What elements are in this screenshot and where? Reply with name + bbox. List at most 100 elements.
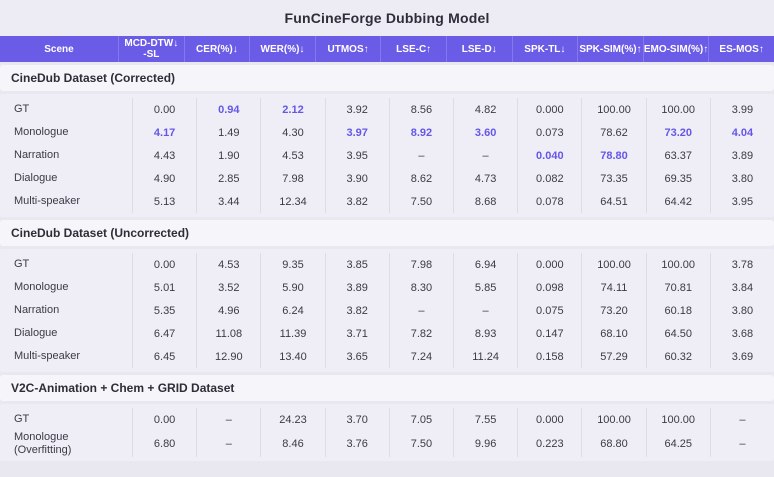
- value-cell: 3.84: [709, 276, 774, 299]
- scene-cell: GT: [14, 413, 30, 425]
- scene-cell: Monologue (Overfitting): [14, 431, 72, 456]
- value-cell: 3.89: [709, 144, 774, 167]
- value-cell: 0.073: [517, 121, 581, 144]
- value-cell: –: [196, 408, 260, 431]
- value-cell: 64.25: [645, 431, 710, 457]
- value-cell: 0.147: [517, 322, 581, 345]
- value-cell: 11.08: [196, 322, 260, 345]
- value-cell: 3.97: [324, 121, 389, 144]
- value-cell: 8.30: [388, 276, 453, 299]
- value-cell: 4.53: [260, 144, 324, 167]
- value-cell: 1.49: [196, 121, 260, 144]
- value-cell: 7.05: [388, 408, 453, 431]
- table-row: GT 0.00 0.94 2.12 3.92 8.56 4.82 0.000 100.00 100…: [0, 98, 774, 121]
- column-header-scene: Scene: [44, 43, 74, 55]
- value-cell: 5.13: [132, 190, 196, 213]
- table-row: GT 0.00 4.53 9.35 3.85 7.98 6.94 0.000 100.00 100…: [0, 253, 774, 276]
- value-cell: 3.82: [324, 190, 389, 213]
- table-row: Narration 4.43 1.90 4.53 3.95– –0.040 78.80 63.…: [0, 144, 774, 167]
- value-cell: 2.12: [260, 98, 324, 121]
- value-cell: –: [453, 144, 517, 167]
- value-cell: 70.81: [645, 276, 710, 299]
- value-cell: 2.85: [196, 167, 260, 190]
- value-cell: 3.95: [324, 144, 389, 167]
- value-cell: 11.24: [453, 345, 517, 368]
- value-cell: 8.56: [388, 98, 453, 121]
- value-cell: 63.37: [645, 144, 710, 167]
- scene-cell: Monologue: [14, 281, 69, 293]
- value-cell: 0.078: [517, 190, 581, 213]
- value-cell: 0.082: [517, 167, 581, 190]
- value-cell: 3.90: [324, 167, 389, 190]
- column-header-emo-sim: EMO-SIM(%)↑: [642, 36, 709, 62]
- scene-cell: Narration: [14, 149, 60, 161]
- value-cell: 3.76: [324, 431, 389, 457]
- value-cell: 73.35: [581, 167, 645, 190]
- value-cell: 7.98: [388, 253, 453, 276]
- section-rows: GT 0.00 4.53 9.35 3.85 7.98 6.94 0.000 100.00 100…: [0, 249, 774, 372]
- table-row: GT 0.00–24.23 3.70 7.05 7.55 0.000 100.00 100.0…: [0, 408, 774, 431]
- value-cell: 7.50: [388, 190, 453, 213]
- value-cell: 68.10: [581, 322, 645, 345]
- value-cell: 7.55: [453, 408, 517, 431]
- scene-cell: Multi-speaker: [14, 195, 81, 207]
- value-cell: 8.93: [453, 322, 517, 345]
- value-cell: 5.35: [132, 299, 196, 322]
- value-cell: 7.50: [388, 431, 453, 457]
- column-header-cer: CER(%)↓: [183, 36, 250, 62]
- value-cell: 5.01: [132, 276, 196, 299]
- value-cell: 3.68: [709, 322, 774, 345]
- value-cell: 0.000: [517, 98, 581, 121]
- scene-cell: Multi-speaker: [14, 350, 81, 362]
- value-cell: –: [388, 144, 453, 167]
- scene-cell: Monologue: [14, 126, 69, 138]
- value-cell: 100.00: [645, 98, 710, 121]
- value-cell: –: [709, 431, 774, 457]
- value-cell: 100.00: [581, 98, 645, 121]
- value-cell: 3.69: [709, 345, 774, 368]
- value-cell: 4.96: [196, 299, 260, 322]
- value-cell: 3.95: [709, 190, 774, 213]
- value-cell: –: [388, 299, 453, 322]
- value-cell: 3.60: [453, 121, 517, 144]
- value-cell: 64.50: [645, 322, 710, 345]
- value-cell: 4.53: [196, 253, 260, 276]
- value-cell: 3.65: [324, 345, 389, 368]
- table-row: Monologue (Overfitting) 6.80–8.46 3.76 7.50…: [0, 431, 774, 457]
- column-header-wer: WER(%)↓: [249, 36, 315, 62]
- table-sections: CineDub Dataset (Corrected) GT 0.00 0.94 2.1…: [0, 62, 774, 461]
- value-cell: 7.82: [388, 322, 453, 345]
- value-cell: 0.000: [517, 408, 581, 431]
- value-cell: 69.35: [645, 167, 710, 190]
- value-cell: 8.46: [260, 431, 324, 457]
- value-cell: 3.82: [324, 299, 389, 322]
- value-cell: 3.89: [324, 276, 389, 299]
- value-cell: 0.098: [517, 276, 581, 299]
- value-cell: 3.85: [324, 253, 389, 276]
- value-cell: 11.39: [260, 322, 324, 345]
- value-cell: 24.23: [260, 408, 324, 431]
- section-rows: GT 0.00 0.94 2.12 3.92 8.56 4.82 0.000 100.00 100…: [0, 94, 774, 217]
- value-cell: 13.40: [260, 345, 324, 368]
- column-header-lse-c: LSE-C↑: [380, 36, 446, 62]
- value-cell: 4.04: [709, 121, 774, 144]
- section-title: V2C-Animation + Chem + GRID Dataset: [0, 375, 774, 401]
- table-row: Narration 5.35 4.96 6.24 3.82– –0.075 73.20 60.…: [0, 299, 774, 322]
- value-cell: 5.90: [260, 276, 324, 299]
- value-cell: 8.68: [453, 190, 517, 213]
- section-title: CineDub Dataset (Uncorrected): [0, 220, 774, 246]
- value-cell: 4.43: [132, 144, 196, 167]
- value-cell: 6.80: [132, 431, 196, 457]
- value-cell: 7.98: [260, 167, 324, 190]
- value-cell: –: [196, 431, 260, 457]
- table-row: Monologue 5.01 3.52 5.90 3.89 8.30 5.85 0.098 74…: [0, 276, 774, 299]
- value-cell: 9.35: [260, 253, 324, 276]
- value-cell: 3.44: [196, 190, 260, 213]
- value-cell: 4.73: [453, 167, 517, 190]
- value-cell: 6.45: [132, 345, 196, 368]
- value-cell: 3.80: [709, 167, 774, 190]
- value-cell: 100.00: [581, 253, 645, 276]
- column-header-mcd-dtw-sl: MCD-DTW↓ -SL: [118, 36, 184, 62]
- value-cell: 3.52: [196, 276, 260, 299]
- table-row: Multi-speaker 5.13 3.44 12.34 3.82 7.50 8.68 0.…: [0, 190, 774, 213]
